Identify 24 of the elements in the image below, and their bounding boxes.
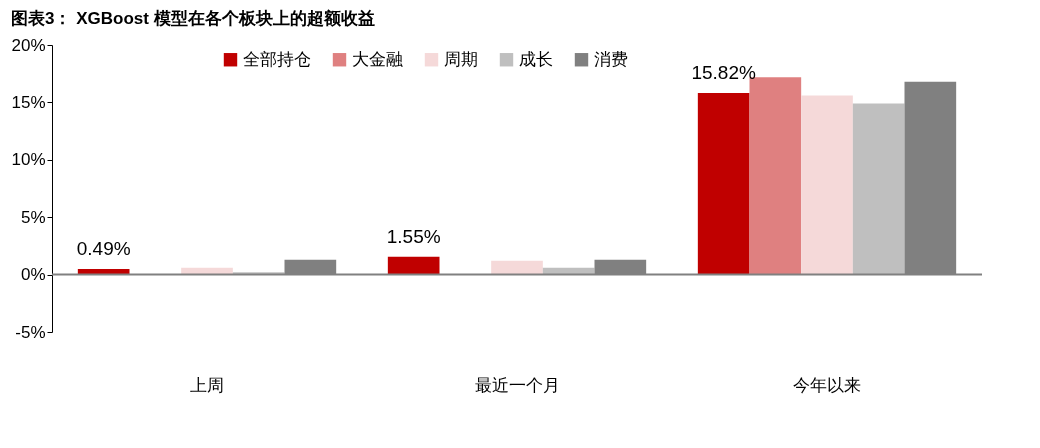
bar <box>749 77 802 275</box>
bar <box>697 92 750 275</box>
y-tick-label: 5% <box>20 207 46 227</box>
bar <box>387 256 440 275</box>
x-tick-label: 上周 <box>190 375 224 395</box>
data-label: 15.82% <box>691 61 756 83</box>
y-tick-label: 10% <box>11 150 46 170</box>
chart-title: 图表3： XGBoost 模型在各个板块上的超额收益 <box>10 9 375 28</box>
bar <box>801 95 853 275</box>
y-tick-label: 15% <box>11 92 46 112</box>
y-tick-label: 0% <box>20 265 46 285</box>
legend-label: 大金融 <box>352 49 403 69</box>
legend-label: 成长 <box>519 49 553 69</box>
x-tick-label: 今年以来 <box>793 375 861 395</box>
y-tick-label: -5% <box>15 322 46 342</box>
data-label: 1.55% <box>386 225 441 247</box>
x-tick-label: 最近一个月 <box>474 375 560 395</box>
bar <box>491 260 543 275</box>
y-tick-label: 20% <box>11 35 46 55</box>
legend-label: 消费 <box>594 49 628 69</box>
legend-label: 周期 <box>444 49 478 69</box>
data-label: 0.49% <box>76 237 131 259</box>
legend-label: 全部持仓 <box>243 49 311 69</box>
bar <box>852 103 905 275</box>
